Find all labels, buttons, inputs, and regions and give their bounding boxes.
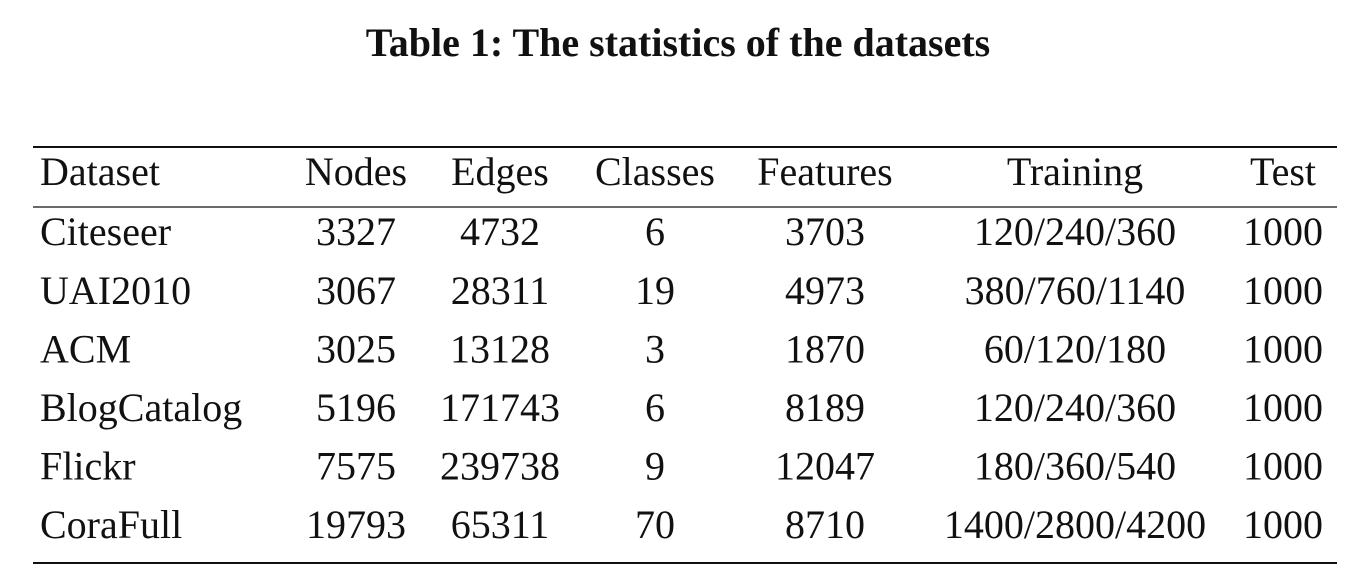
table-cell: 6 [645, 209, 665, 254]
table-cell: 180/360/540 [974, 444, 1176, 489]
table-cell: 13128 [450, 326, 550, 371]
header-cell: Test [1250, 149, 1316, 194]
table-cell: 6 [645, 385, 665, 430]
table-cell: 3025 [316, 326, 396, 371]
table-title: Table 1: The statistics of the datasets [366, 20, 990, 65]
table-cell: 12047 [775, 444, 875, 489]
table-cell: Citeseer [40, 209, 171, 254]
header-cell: Dataset [40, 149, 160, 194]
table-cell: ACM [40, 326, 131, 371]
table-cell: 4973 [785, 268, 865, 313]
table-cell: Flickr [40, 444, 136, 489]
table-cell: 8189 [785, 385, 865, 430]
table-cell: 1000 [1243, 209, 1323, 254]
table-cell: 1000 [1243, 444, 1323, 489]
table-cell: 19793 [306, 502, 406, 547]
table-cell: 3067 [316, 268, 396, 313]
table-cell: 3703 [785, 209, 865, 254]
table-cell: 4732 [460, 209, 540, 254]
table-cell: 1000 [1243, 502, 1323, 547]
table-cell: BlogCatalog [40, 385, 242, 430]
table-cell: 19 [635, 268, 675, 313]
header-cell: Features [757, 149, 893, 194]
header-cell: Edges [451, 149, 549, 194]
table-cell: UAI2010 [40, 268, 191, 313]
table-cell: 28311 [451, 268, 550, 313]
table-cell: 3327 [316, 209, 396, 254]
table-cell: 5196 [316, 385, 396, 430]
table-cell: 380/760/1140 [965, 268, 1186, 313]
table-cell: 70 [635, 502, 675, 547]
table-cell: 120/240/360 [974, 209, 1176, 254]
table-cell: 1400/2800/4200 [944, 502, 1206, 547]
table-cell: 8710 [785, 502, 865, 547]
table-cell: 120/240/360 [974, 385, 1176, 430]
header-cell: Nodes [305, 149, 407, 194]
table-cell: 171743 [440, 385, 560, 430]
header-cell: Classes [595, 149, 715, 194]
table-cell: 1870 [785, 326, 865, 371]
table-cell: 239738 [440, 444, 560, 489]
table-cell: 1000 [1243, 385, 1323, 430]
table-cell: 7575 [316, 444, 396, 489]
table-cell: 9 [645, 444, 665, 489]
table-cell: 3 [645, 326, 665, 371]
table-cell: 60/120/180 [984, 326, 1166, 371]
table-cell: 1000 [1243, 326, 1323, 371]
table-cell: 1000 [1243, 268, 1323, 313]
header-cell: Training [1007, 149, 1143, 194]
table-cell: 65311 [451, 502, 550, 547]
table-cell: CoraFull [40, 502, 182, 547]
